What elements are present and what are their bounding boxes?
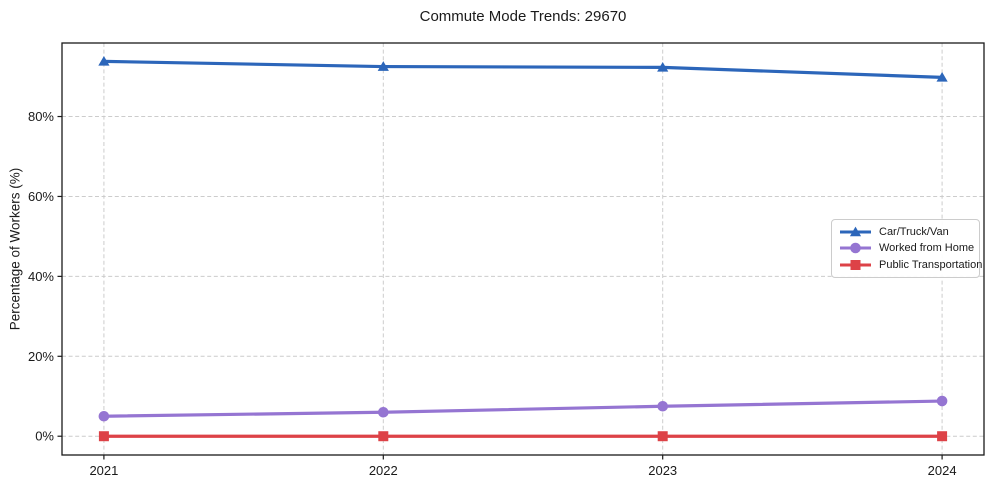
line-car-truck-van xyxy=(102,59,944,79)
y-tick-label-80: 80% xyxy=(28,109,54,124)
marker-worked-from-home-2024 xyxy=(936,395,948,407)
legend-item-public-transportation: Public Transportation xyxy=(839,259,982,271)
marker-worked-from-home-2023 xyxy=(657,400,668,412)
axis-ticks: 2021 2022 2023 2024 0% 20% 40% 60% 80% xyxy=(28,109,957,478)
y-tick-label-60: 60% xyxy=(28,189,54,204)
legend-marker-public-transportation xyxy=(850,259,861,270)
series-worked-from-home xyxy=(98,395,948,422)
marker-worked-from-home-2021 xyxy=(98,410,110,422)
marker-public-transportation-2024 xyxy=(937,431,948,442)
marker-car-truck-van-2023 xyxy=(657,61,669,72)
chart-title: Commute Mode Trends: 29670 xyxy=(419,8,627,25)
marker-public-transportation-2022 xyxy=(378,431,389,442)
marker-car-truck-van-2024 xyxy=(936,71,948,82)
x-tick-label-2021: 2021 xyxy=(89,463,118,478)
marker-public-transportation-2021 xyxy=(98,431,109,442)
x-tick-label-2023: 2023 xyxy=(648,463,677,478)
marker-car-truck-van-2022 xyxy=(377,61,389,71)
legend-label-public-transportation: Public Transportation xyxy=(879,258,983,271)
y-tick-label-20: 20% xyxy=(28,349,54,364)
line-worked-from-home xyxy=(102,399,944,418)
legend-sample-car-truck-van xyxy=(840,226,871,237)
legend: Car/Truck/Van Worked from Home Public Tran… xyxy=(831,219,982,278)
legend-marker-car-truck-van xyxy=(849,226,862,237)
legend-label-worked-from-home: Worked from Home xyxy=(879,242,975,255)
series-public-transportation xyxy=(98,431,948,442)
legend-sample-worked-from-home xyxy=(840,243,871,254)
marker-worked-from-home-2022 xyxy=(378,406,389,418)
x-tick-label-2024: 2024 xyxy=(928,463,957,478)
legend-sample-public-transportation xyxy=(840,259,871,270)
legend-item-worked-from-home: Worked from Home xyxy=(839,242,975,255)
marker-public-transportation-2023 xyxy=(657,431,668,442)
legend-item-car-truck-van: Car/Truck/Van xyxy=(839,226,972,238)
x-tick-label-2022: 2022 xyxy=(369,463,398,478)
axes-border xyxy=(61,42,985,456)
legend-marker-worked-from-home xyxy=(850,243,861,254)
y-tick-label-40: 40% xyxy=(28,269,54,284)
series-car-truck-van xyxy=(98,55,948,82)
marker-car-truck-van-2021 xyxy=(98,55,110,66)
legend-label-car-truck-van: Car/Truck/Van xyxy=(879,226,949,239)
y-tick-label-0: 0% xyxy=(35,429,54,444)
